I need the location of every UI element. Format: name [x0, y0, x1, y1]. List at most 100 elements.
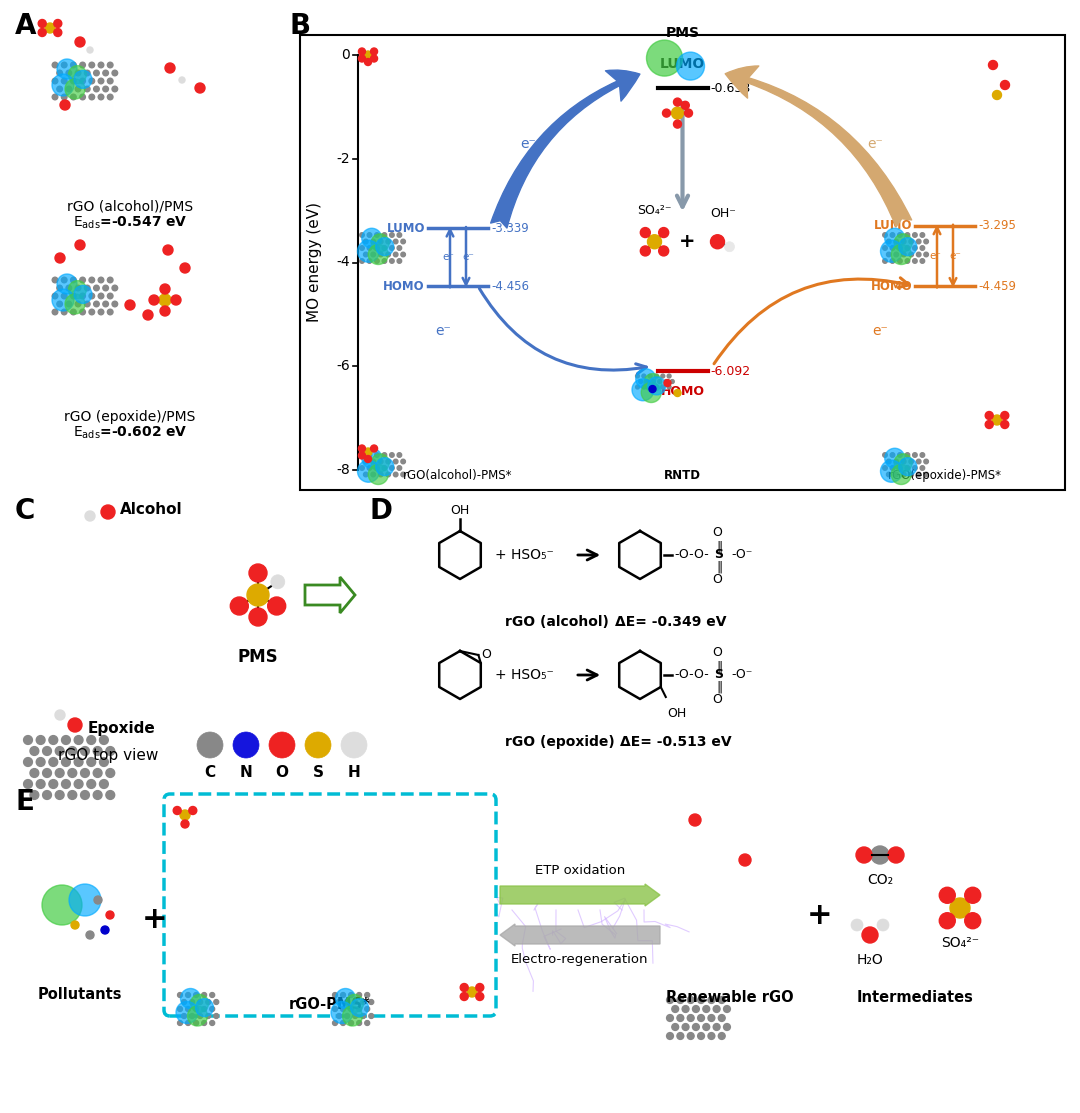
- Circle shape: [370, 445, 378, 452]
- Circle shape: [460, 984, 469, 992]
- Circle shape: [55, 747, 64, 756]
- Circle shape: [913, 258, 917, 264]
- Circle shape: [708, 1015, 715, 1022]
- Circle shape: [42, 790, 52, 799]
- Circle shape: [99, 779, 108, 788]
- Circle shape: [1001, 421, 1009, 429]
- Circle shape: [346, 994, 364, 1013]
- Circle shape: [897, 258, 902, 264]
- Circle shape: [718, 1015, 725, 1022]
- Text: $\mathrm{E_{ads}}$=-0.602 eV: $\mathrm{E_{ads}}$=-0.602 eV: [72, 425, 187, 442]
- Circle shape: [84, 285, 90, 290]
- Text: HOMO: HOMO: [661, 385, 704, 398]
- Circle shape: [890, 453, 894, 457]
- Circle shape: [718, 1033, 725, 1040]
- Circle shape: [52, 62, 58, 68]
- Circle shape: [368, 464, 388, 484]
- Circle shape: [359, 452, 365, 459]
- Text: OH: OH: [667, 707, 686, 720]
- Circle shape: [198, 1014, 203, 1018]
- Circle shape: [362, 228, 381, 248]
- Circle shape: [89, 309, 95, 315]
- Circle shape: [165, 63, 175, 73]
- Circle shape: [685, 109, 692, 117]
- Circle shape: [190, 994, 208, 1013]
- Circle shape: [674, 390, 681, 396]
- Circle shape: [862, 927, 878, 943]
- Circle shape: [647, 40, 683, 76]
- Circle shape: [920, 246, 924, 250]
- Circle shape: [887, 472, 891, 476]
- Circle shape: [202, 1021, 206, 1025]
- Circle shape: [368, 245, 388, 265]
- Circle shape: [890, 233, 894, 237]
- Circle shape: [993, 90, 1001, 99]
- Circle shape: [171, 295, 181, 305]
- Circle shape: [367, 258, 372, 264]
- Text: e⁻: e⁻: [462, 253, 474, 263]
- Text: ‖: ‖: [716, 561, 723, 573]
- Text: C: C: [204, 765, 216, 780]
- Circle shape: [86, 736, 96, 745]
- Text: -6: -6: [336, 359, 350, 373]
- Circle shape: [677, 1015, 684, 1022]
- Circle shape: [856, 847, 872, 863]
- Circle shape: [964, 913, 981, 928]
- Circle shape: [112, 86, 118, 91]
- Text: e⁻: e⁻: [949, 252, 961, 262]
- Circle shape: [882, 246, 888, 250]
- Circle shape: [887, 239, 891, 244]
- Circle shape: [648, 374, 652, 378]
- Circle shape: [683, 1005, 689, 1013]
- Circle shape: [340, 1021, 346, 1025]
- Circle shape: [985, 421, 994, 429]
- Circle shape: [214, 1014, 219, 1018]
- Circle shape: [671, 380, 674, 384]
- Circle shape: [76, 86, 81, 91]
- Circle shape: [672, 107, 684, 119]
- Circle shape: [210, 1006, 215, 1012]
- Circle shape: [173, 807, 181, 815]
- Text: PMS: PMS: [238, 648, 279, 666]
- Circle shape: [353, 999, 357, 1004]
- Circle shape: [70, 309, 77, 315]
- Circle shape: [905, 246, 909, 250]
- Circle shape: [57, 86, 63, 91]
- Text: ‖: ‖: [716, 660, 723, 673]
- Text: Intermediates: Intermediates: [856, 989, 973, 1005]
- Text: O: O: [712, 573, 721, 587]
- Circle shape: [66, 86, 71, 91]
- Circle shape: [210, 1021, 215, 1025]
- Circle shape: [349, 1006, 353, 1012]
- Text: Pollutants: Pollutants: [38, 987, 122, 1002]
- Circle shape: [913, 246, 917, 250]
- Circle shape: [390, 233, 394, 237]
- Circle shape: [189, 807, 197, 815]
- Circle shape: [193, 993, 199, 997]
- Circle shape: [658, 380, 662, 384]
- Text: N: N: [240, 765, 253, 780]
- Circle shape: [62, 62, 67, 68]
- Circle shape: [42, 769, 52, 777]
- Circle shape: [181, 820, 189, 828]
- Circle shape: [909, 472, 914, 476]
- Text: e⁻: e⁻: [872, 324, 888, 338]
- Text: -2: -2: [336, 151, 350, 166]
- Circle shape: [365, 1021, 369, 1025]
- Circle shape: [160, 306, 170, 316]
- Circle shape: [698, 996, 704, 1004]
- Circle shape: [86, 930, 94, 939]
- Text: ‖: ‖: [716, 680, 723, 693]
- Text: e⁻: e⁻: [929, 252, 941, 262]
- Circle shape: [920, 465, 924, 471]
- Circle shape: [897, 453, 902, 457]
- Circle shape: [98, 309, 104, 315]
- Circle shape: [899, 238, 917, 256]
- Circle shape: [674, 98, 681, 106]
- Circle shape: [698, 1015, 704, 1022]
- Circle shape: [210, 993, 215, 997]
- Circle shape: [654, 374, 659, 378]
- Circle shape: [923, 239, 929, 244]
- Circle shape: [336, 988, 355, 1008]
- Circle shape: [887, 460, 891, 464]
